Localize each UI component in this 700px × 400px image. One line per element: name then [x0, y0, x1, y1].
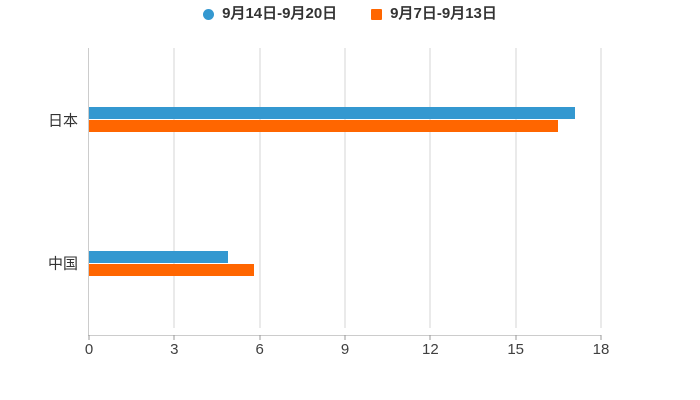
chart-legend: 9月14日-9月20日 9月7日-9月13日 [0, 4, 700, 24]
plot-area: 日本中国 0 3 6 9 12 15 18 [48, 48, 609, 358]
bar-series-0-中国[interactable] [89, 250, 229, 263]
tick-mark-x-6 [259, 335, 261, 340]
category-label: 中国 [47, 255, 78, 273]
tick-label-x-6: 6 [255, 341, 264, 358]
legend-item-series-0[interactable]: 9月14日-9月20日 [203, 4, 337, 24]
bar-series-0-日本[interactable] [89, 107, 576, 120]
legend-item-label: 9月7日-9月13日 [390, 5, 497, 22]
tick-label-x-15: 15 [507, 341, 524, 358]
gridlines [89, 48, 602, 328]
category-label: 日本 [47, 112, 78, 130]
category-row-0: 日本 [48, 48, 601, 192]
gridline-x-9 [344, 48, 346, 328]
tick-label-x-0: 0 [84, 341, 94, 358]
gridline-x-3 [173, 48, 175, 328]
tick-label-x-3: 3 [170, 341, 179, 358]
tick-label-x-12: 12 [421, 341, 439, 358]
gridline-x-15 [515, 48, 517, 328]
legend-square-marker-icon [371, 8, 383, 20]
gridline-x-12 [429, 48, 431, 328]
tick-label-x-18: 18 [592, 341, 610, 358]
tick-mark-x-9 [344, 335, 346, 340]
category-row-1: 中国 [48, 192, 601, 336]
gridline-x-18 [600, 48, 602, 328]
legend-item-series-1[interactable]: 9月7日-9月13日 [371, 4, 497, 24]
legend-circle-marker-icon [203, 8, 215, 20]
tick-mark-x-3 [173, 335, 175, 340]
bar-rows: 日本 中国 [48, 48, 601, 336]
tick-mark-x-18 [600, 335, 602, 340]
tick-mark-x-0 [88, 335, 90, 340]
tick-mark-x-15 [515, 335, 517, 340]
legend-item-label: 9月14日-9月20日 [222, 5, 338, 22]
gridline-x-6 [259, 48, 261, 328]
tick-mark-x-12 [429, 335, 431, 340]
bar-series-1-中国[interactable] [89, 263, 254, 276]
tick-label-x-9: 9 [340, 341, 350, 358]
bar-series-1-日本[interactable] [89, 120, 559, 133]
